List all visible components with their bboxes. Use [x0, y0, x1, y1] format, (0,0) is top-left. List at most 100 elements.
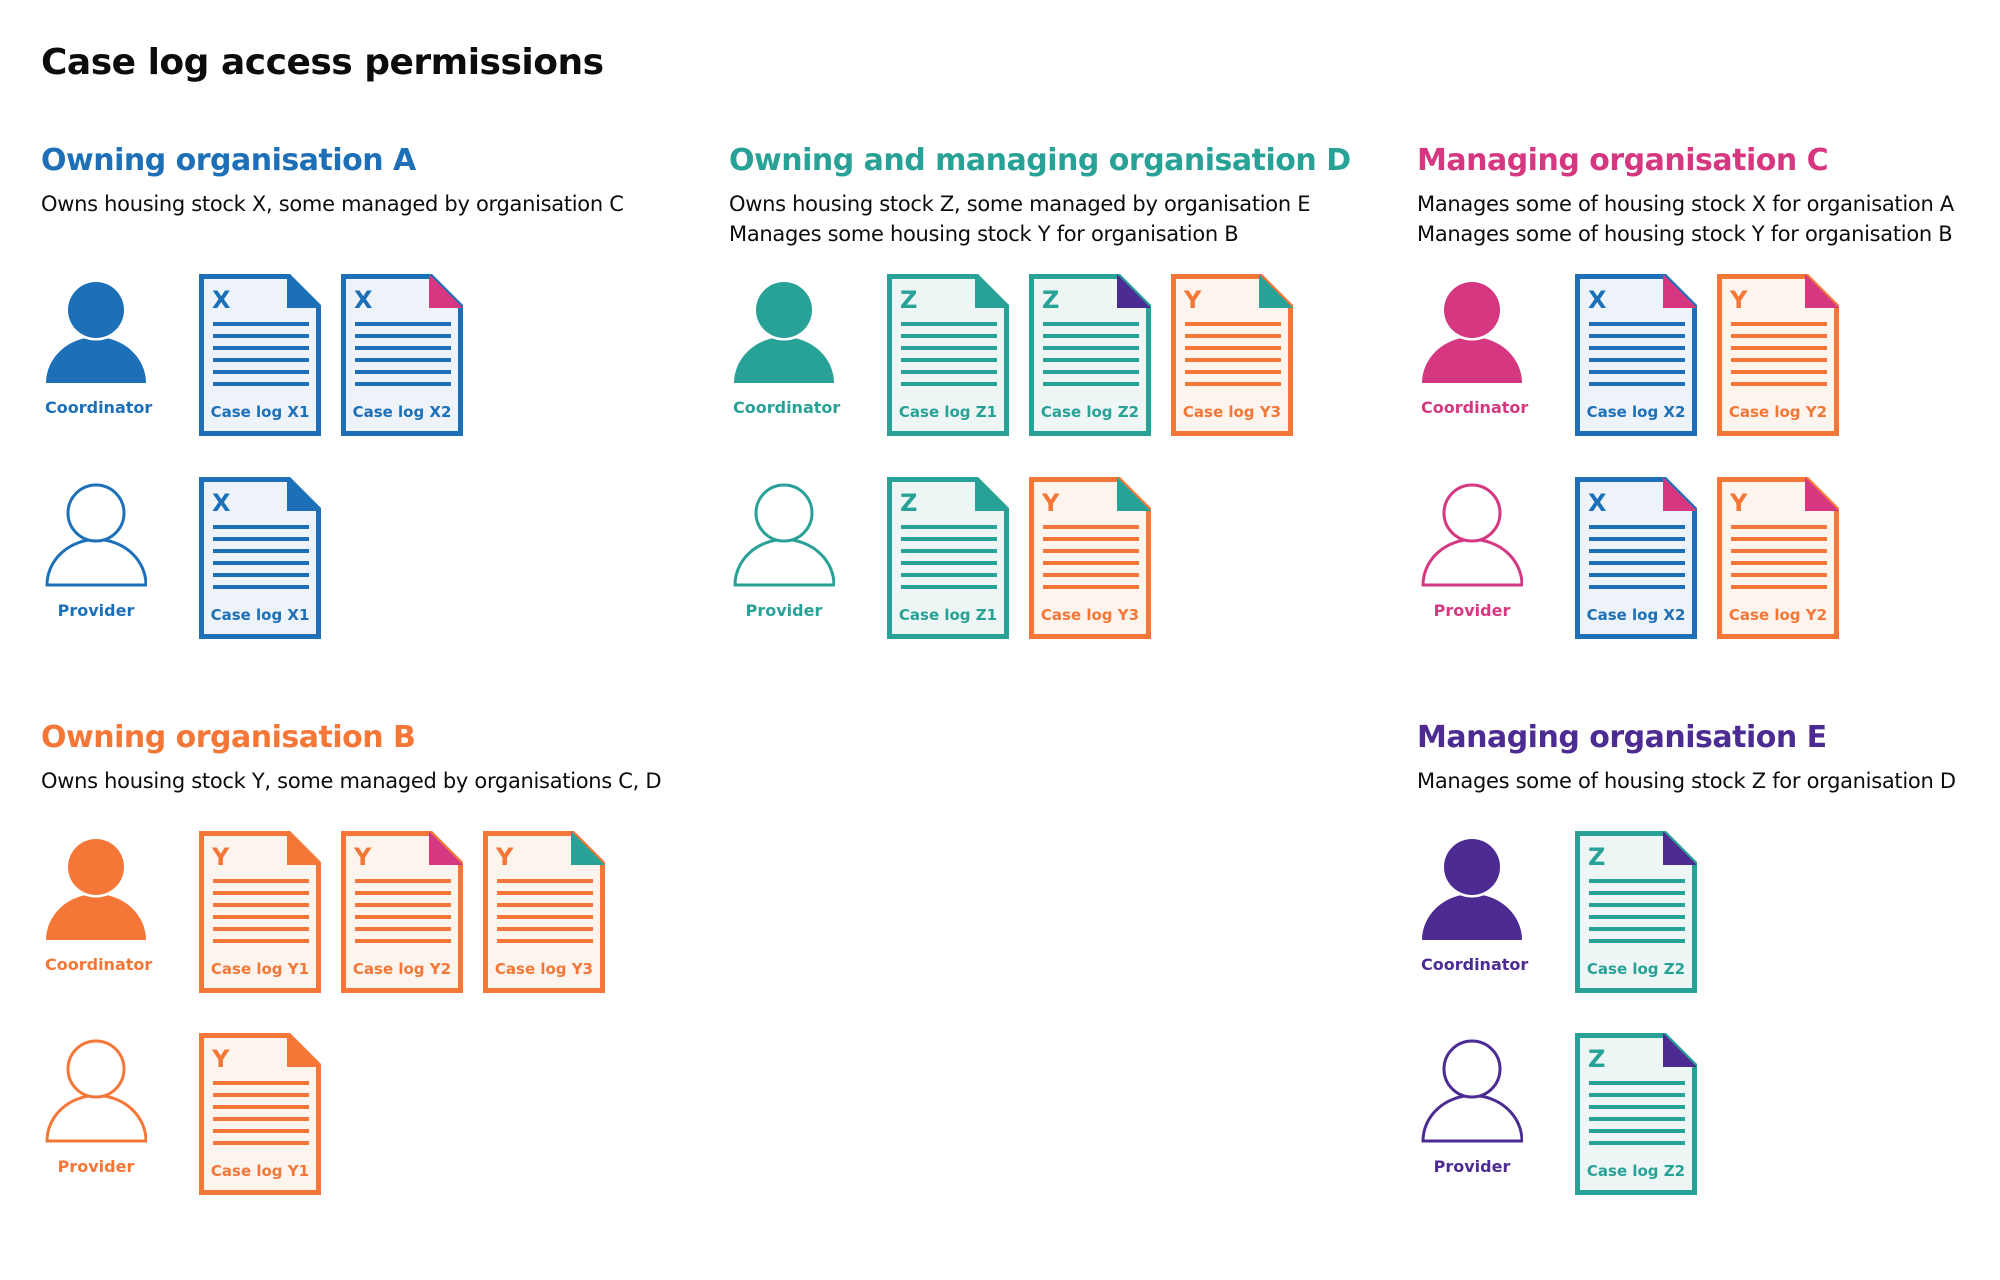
section-organisation-d: Owning and managing organisation D Owns h… [729, 143, 1389, 663]
user-role: Coordinator [45, 274, 153, 417]
document-label: Case log Y2 [1729, 606, 1827, 624]
description-line: Owns housing stock Z, some managed by or… [729, 192, 1311, 216]
section-heading: Managing organisation E [1417, 720, 1827, 755]
folded-corner-icon [1805, 274, 1839, 308]
folded-corner-icon [429, 274, 463, 308]
case-log-document[interactable]: Z Case log Z1 [887, 274, 1009, 436]
case-log-document[interactable]: X Case log X2 [341, 274, 463, 436]
role-label: Provider [1433, 1157, 1511, 1176]
role-label: Provider [745, 601, 823, 620]
case-log-document[interactable]: X Case log X2 [1575, 477, 1697, 639]
person-outline-icon [45, 483, 147, 587]
case-log-document[interactable]: Z Case log Z1 [887, 477, 1009, 639]
role-row-provider: Provider Y Case log Y1 [41, 1033, 701, 1198]
case-log-document[interactable]: X Case log X1 [199, 274, 321, 436]
role-label: Provider [57, 1157, 135, 1176]
user-role: Coordinator [1421, 274, 1529, 417]
case-log-document[interactable]: Z Case log Z2 [1029, 274, 1151, 436]
section-heading: Owning and managing organisation D [729, 143, 1351, 178]
case-log-document[interactable]: X Case log X1 [199, 477, 321, 639]
folded-corner-icon [571, 831, 605, 865]
case-log-document[interactable]: Y Case log Y2 [341, 831, 463, 993]
document-label: Case log X2 [1587, 403, 1686, 421]
role-row-coordinator: Coordinator X Case log X2 Y Case log Y2 [1417, 274, 2000, 439]
role-row-coordinator: Coordinator Z Case log Z2 [1417, 831, 2000, 996]
user-role: Coordinator [1421, 831, 1528, 974]
document-label: Case log Y3 [495, 960, 593, 978]
person-filled-icon [734, 279, 834, 383]
description-line: Owns housing stock Y, some managed by or… [41, 769, 662, 793]
case-log-document[interactable]: Y Case log Y2 [1717, 477, 1839, 639]
case-log-document[interactable]: Z Case log Z2 [1575, 831, 1697, 993]
person-filled-icon [46, 836, 146, 940]
case-log-document[interactable]: Z Case log Z2 [1575, 1033, 1697, 1195]
document-label: Case log X1 [211, 403, 310, 421]
person-filled-icon [1422, 836, 1522, 940]
role-row-provider: Provider X Case log X2 Y Case log Y2 [1417, 477, 2000, 642]
role-label: Provider [57, 601, 135, 620]
document-letter: X [212, 286, 231, 314]
document-label: Case log Z1 [899, 606, 997, 624]
description-line: Owns housing stock X, some managed by or… [41, 192, 624, 216]
user-role: Provider [1421, 477, 1523, 620]
folded-corner-icon [287, 831, 321, 865]
document-letter: Z [1588, 1045, 1605, 1073]
case-log-document[interactable]: Y Case log Y1 [199, 1033, 321, 1195]
folded-corner-icon [1805, 477, 1839, 511]
person-outline-icon [733, 483, 835, 587]
case-log-document[interactable]: Y Case log Y3 [1171, 274, 1293, 436]
role-label: Coordinator [45, 398, 153, 417]
folded-corner-icon [1259, 274, 1293, 308]
description-line: Manages some of housing stock Y for orga… [1417, 222, 1953, 246]
page-title: Case log access permissions [41, 42, 604, 83]
role-label: Coordinator [45, 955, 153, 974]
document-label: Case log Z2 [1587, 960, 1685, 978]
document-letter: Z [1588, 843, 1605, 871]
folded-corner-icon [1117, 274, 1151, 308]
document-label: Case log Y2 [353, 960, 451, 978]
case-log-document[interactable]: Y Case log Y3 [1029, 477, 1151, 639]
section-description: Manages some of housing stock X for orga… [1417, 189, 2000, 249]
document-letter: X [354, 286, 373, 314]
user-role: Coordinator [45, 831, 153, 974]
case-log-document[interactable]: X Case log X2 [1575, 274, 1697, 436]
role-row-provider: Provider X Case log X1 [41, 477, 701, 642]
document-label: Case log Y3 [1183, 403, 1281, 421]
document-icon: Y Case log Y2 [341, 831, 463, 993]
person-outline-icon [1421, 1039, 1523, 1143]
case-log-document[interactable]: Y Case log Y2 [1717, 274, 1839, 436]
section-description: Manages some of housing stock Z for orga… [1417, 766, 2000, 796]
role-row-coordinator: Coordinator Y Case log Y1 Y Case log Y2 Y Case… [41, 831, 701, 996]
document-icon: Y Case log Y3 [483, 831, 605, 993]
user-role: Provider [45, 1033, 147, 1176]
document-icon: Y Case log Y3 [1029, 477, 1151, 639]
document-letter: Y [211, 843, 230, 871]
case-log-document[interactable]: Y Case log Y1 [199, 831, 321, 993]
folded-corner-icon [975, 477, 1009, 511]
section-description: Owns housing stock Y, some managed by or… [41, 766, 701, 796]
description-line: Manages some of housing stock Z for orga… [1417, 769, 1956, 793]
description-line: Manages some housing stock Y for organis… [729, 222, 1239, 246]
section-organisation-e: Managing organisation E Manages some of h… [1417, 720, 2000, 1240]
document-label: Case log Z2 [1587, 1162, 1685, 1180]
document-letter: Y [353, 843, 372, 871]
section-description: Owns housing stock Z, some managed by or… [729, 189, 1389, 249]
role-row-coordinator: Coordinator X Case log X1 X Case log X2 [41, 274, 701, 439]
document-label: Case log Z2 [1041, 403, 1139, 421]
case-log-document[interactable]: Y Case log Y3 [483, 831, 605, 993]
section-heading: Owning organisation B [41, 720, 416, 755]
document-icon: X Case log X2 [1575, 274, 1697, 436]
document-icon: Y Case log Y2 [1717, 274, 1839, 436]
role-label: Coordinator [1421, 398, 1529, 417]
document-letter: X [1588, 286, 1607, 314]
document-letter: Y [1729, 489, 1748, 517]
document-letter: Y [1729, 286, 1748, 314]
document-icon: Y Case log Y3 [1171, 274, 1293, 436]
document-label: Case log X2 [1587, 606, 1686, 624]
section-heading: Managing organisation C [1417, 143, 1829, 178]
folded-corner-icon [1663, 274, 1697, 308]
document-label: Case log Y1 [211, 1162, 309, 1180]
section-organisation-a: Owning organisation A Owns housing stock … [41, 143, 701, 663]
document-icon: Y Case log Y1 [199, 831, 321, 993]
person-filled-icon [46, 279, 146, 383]
